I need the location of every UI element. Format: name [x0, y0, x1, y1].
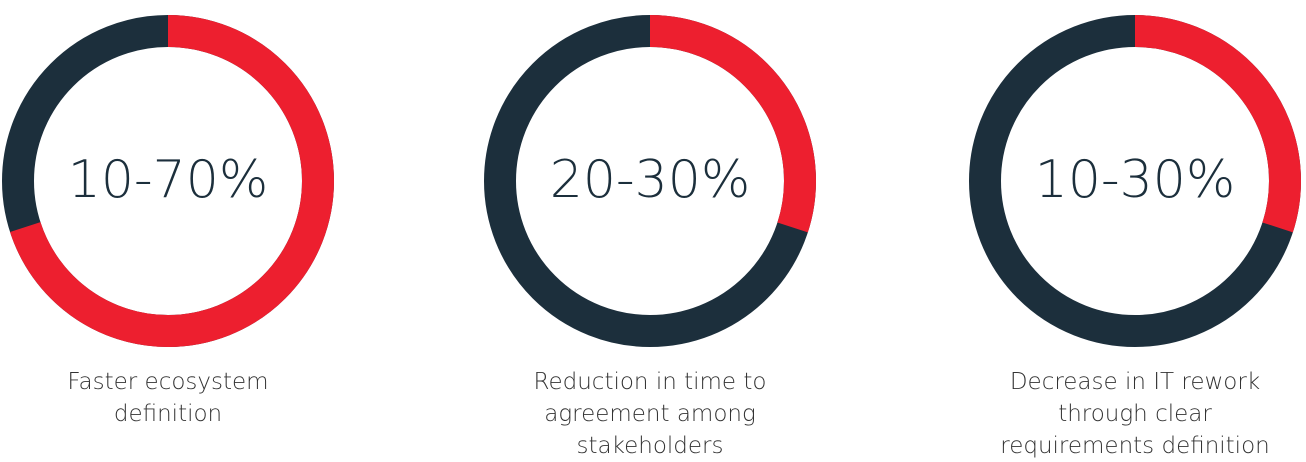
value-label: 20-30%	[550, 150, 751, 210]
description: Reduction in time to agreement among sta…	[533, 369, 767, 459]
value-label: 10-70%	[68, 150, 269, 210]
donut-arc	[484, 15, 816, 347]
donut-arc	[2, 15, 334, 347]
description: Decrease in IT rework through clear requ…	[1000, 369, 1270, 459]
value-label: 10-30%	[1035, 150, 1236, 210]
description: Faster ecosystem definition	[67, 369, 269, 427]
donut-arc	[969, 15, 1301, 347]
